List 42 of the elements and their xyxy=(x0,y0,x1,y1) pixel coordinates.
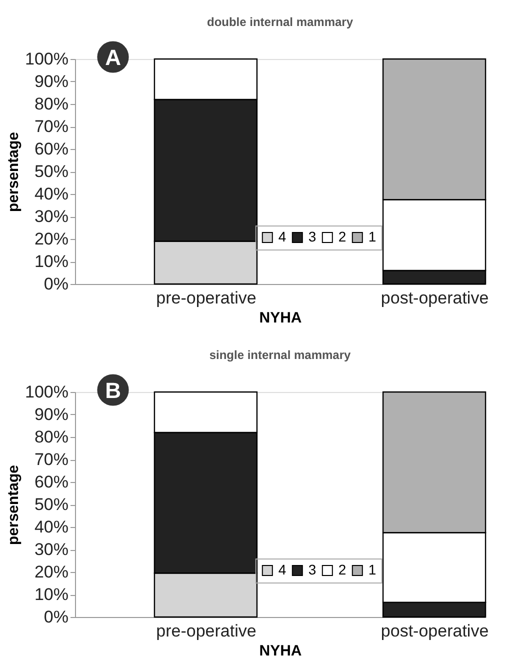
y-tick-label: 50% xyxy=(34,495,68,514)
legend-label: 3 xyxy=(308,562,316,578)
legend-label: 4 xyxy=(278,562,286,578)
y-tick-label: 40% xyxy=(34,184,68,204)
y-tick-label: 60% xyxy=(34,140,68,158)
x-tick-label: pre-operative xyxy=(156,288,256,308)
y-tick-label: 80% xyxy=(34,428,68,446)
y-tick-label: 0% xyxy=(44,608,68,626)
y-tick-label: 10% xyxy=(34,252,68,271)
y-tick-label: 20% xyxy=(34,230,68,248)
y-axis-title: persentage xyxy=(5,132,22,212)
y-tick-label: 30% xyxy=(34,207,68,226)
legend-label: 3 xyxy=(308,228,316,244)
legend-label: 2 xyxy=(338,562,346,578)
y-tick-label: 90% xyxy=(34,72,68,91)
y-axis-title: persentage xyxy=(5,464,22,546)
x-axis-title: NYHA xyxy=(259,310,302,326)
y-tick-label: 60% xyxy=(34,472,68,492)
y-tick-label: 70% xyxy=(34,450,68,469)
legend-label: 4 xyxy=(278,228,286,244)
x-tick-label: post-operative xyxy=(380,288,489,308)
y-tick-label: 80% xyxy=(34,94,68,114)
legend-label: 1 xyxy=(368,562,376,578)
x-tick-label: post-operative xyxy=(380,622,489,640)
y-tick-label: 90% xyxy=(34,405,68,424)
x-axis-title: NYHA xyxy=(259,642,302,660)
legend-label: 1 xyxy=(368,228,376,244)
y-tick-label: 0% xyxy=(44,274,68,294)
annotation: B xyxy=(105,378,121,403)
y-tick-label: 100% xyxy=(25,50,68,68)
y-tick-label: 20% xyxy=(34,562,68,582)
y-tick-label: 70% xyxy=(34,117,68,136)
x-tick-label: pre-operative xyxy=(156,622,256,640)
y-tick-label: 30% xyxy=(34,540,68,559)
chart-title: single internal mammary xyxy=(209,348,352,362)
legend-label: 2 xyxy=(338,228,346,244)
y-tick-label: 40% xyxy=(34,518,68,536)
y-tick-label: 10% xyxy=(34,585,68,604)
chart-title: double internal mammary xyxy=(206,15,354,30)
y-tick-label: 100% xyxy=(25,382,68,402)
annotation: A xyxy=(105,45,122,70)
y-tick-label: 50% xyxy=(34,162,68,181)
